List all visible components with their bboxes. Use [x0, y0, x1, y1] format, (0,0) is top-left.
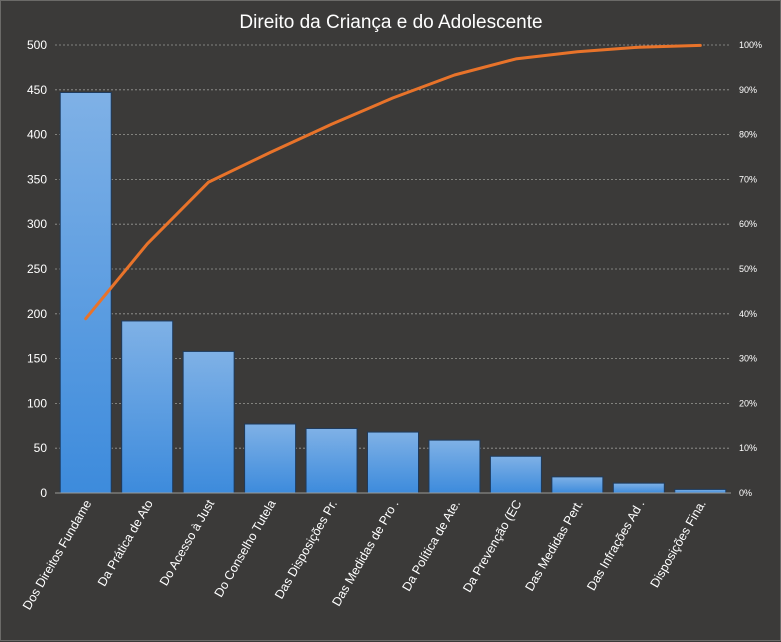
x-tick-label: Do Acesso à Just: [157, 497, 218, 588]
y-tick-label: 350: [27, 172, 47, 186]
y-tick-label: 300: [27, 217, 47, 231]
y-axis-left: 0 50 100 150 200 250 300 350 400 450 500: [27, 38, 47, 500]
bars: [55, 91, 731, 494]
x-tick-label: Dos Direitos Fundame: [20, 497, 94, 612]
cumulative-percent-line: [84, 43, 702, 321]
y2-tick-label: 70%: [739, 174, 757, 184]
bar: [489, 455, 542, 494]
cumulative-line: [84, 43, 702, 321]
x-tick-label: Das Disposições Pr.: [272, 498, 340, 602]
y2-tick-label: 60%: [739, 219, 757, 229]
chart-title: Direito da Criança e do Adolescente: [239, 12, 542, 33]
x-tick-label: Do Conselho Tutela: [212, 497, 279, 599]
bar: [551, 476, 604, 494]
y-tick-label: 500: [27, 38, 47, 52]
x-axis: Dos Direitos Fundame Da Prática de Ato Do …: [20, 497, 709, 612]
gridlines: [55, 44, 731, 449]
bar: [367, 431, 419, 494]
y2-tick-label: 0%: [739, 488, 752, 498]
x-tick-label: Das Infrações Ad .: [584, 498, 647, 593]
x-tick-label: Da Política de Ate.: [400, 498, 464, 594]
x-tick-label: Da Prática de Ato: [95, 497, 156, 588]
y2-tick-label: 50%: [739, 264, 757, 274]
bar: [121, 320, 174, 494]
x-tick-label: Da Prevenção (EC: [460, 498, 524, 595]
bar: [244, 423, 297, 494]
y-tick-label: 0: [40, 486, 47, 500]
y-tick-label: 150: [27, 352, 47, 366]
y2-tick-label: 20%: [739, 398, 757, 408]
x-tick-label: Das Medidas Pert.: [522, 498, 586, 594]
y2-tick-label: 90%: [739, 85, 757, 95]
y2-tick-label: 80%: [739, 130, 757, 140]
bar: [674, 488, 727, 494]
y-tick-label: 200: [27, 307, 47, 321]
bar: [428, 439, 481, 494]
y-tick-label: 50: [34, 441, 48, 455]
y2-tick-label: 30%: [739, 354, 757, 364]
y2-tick-label: 10%: [739, 443, 757, 453]
x-tick-label: Das Medidas de Pro .: [329, 498, 401, 609]
y-axis-right: 0% 10% 20% 30% 40% 50% 60% 70% 80% 90% 100%: [739, 40, 762, 498]
y-tick-label: 400: [27, 128, 47, 142]
bar: [305, 427, 358, 494]
bar: [182, 350, 235, 494]
y-tick-label: 100: [27, 396, 47, 410]
y2-tick-label: 40%: [739, 309, 757, 319]
y-tick-label: 450: [27, 83, 47, 97]
bar: [612, 482, 665, 494]
y2-tick-label: 100%: [739, 40, 762, 50]
x-tick-label: Disposições Fina.: [647, 498, 708, 590]
bar: [59, 91, 112, 494]
y-tick-label: 250: [27, 262, 47, 276]
